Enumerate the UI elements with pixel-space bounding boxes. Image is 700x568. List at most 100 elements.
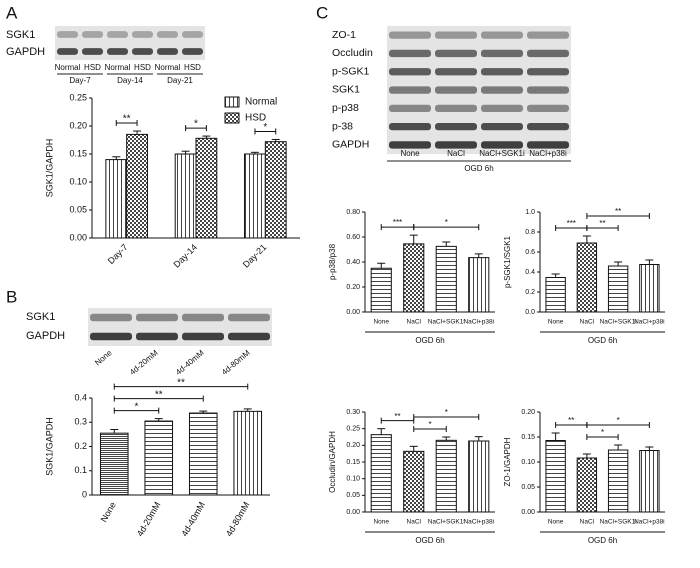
y-tick-label: 0.00: [69, 232, 87, 242]
bar: [607, 265, 629, 313]
legend-label: Normal: [245, 97, 277, 108]
bar: [545, 440, 566, 513]
y-tick-label: 0.15: [521, 434, 535, 441]
blot-band: [389, 49, 431, 58]
blot-band: [389, 86, 431, 94]
x-tick-label: NaCl+p38i: [463, 519, 494, 526]
y-tick-label: 0.20: [521, 409, 535, 416]
bar: [188, 412, 218, 496]
bar: [233, 410, 263, 496]
blot-band: [82, 48, 103, 55]
blot-row-label: SGK1: [332, 84, 360, 96]
x-tick-label: None: [548, 319, 564, 326]
blot-band: [136, 313, 178, 322]
y-tick-label: 0.60: [346, 234, 360, 241]
y-tick-label: 0.15: [346, 459, 360, 466]
blot-band: [389, 122, 431, 131]
blot-band: [527, 122, 569, 131]
blot-band: [435, 104, 477, 113]
blot-lane-label: NaCl: [447, 149, 465, 158]
x-tick-label: NaCl+p38i: [463, 319, 494, 326]
y-axis-label: p-SGK1/SGK1: [503, 235, 512, 288]
significance-label: *: [135, 401, 139, 412]
blot-band: [182, 313, 224, 322]
blot-group-label: Day-7: [69, 76, 91, 85]
blot-band: [527, 68, 569, 76]
blot-band: [132, 48, 153, 55]
blot-band: [527, 104, 569, 113]
blot-lane-label: NaCl+p38i: [529, 149, 567, 158]
blot-row-label: p-p38: [332, 102, 359, 114]
blot-band: [435, 49, 477, 58]
x-tick-label: NaCl+SGK1i: [428, 519, 465, 526]
blot-band: [481, 31, 523, 39]
blot-band: [228, 313, 270, 322]
x-tick-label: NaCl: [580, 319, 595, 326]
significance-label: *: [445, 408, 448, 417]
significance-label: **: [615, 207, 621, 216]
bar: [105, 159, 128, 239]
blot-band: [182, 48, 203, 55]
y-tick-label: 0.20: [69, 120, 87, 130]
blot-band: [389, 104, 431, 113]
blot-band: [527, 49, 569, 58]
panel-label: C: [316, 3, 328, 22]
blot-row-label: SGK1: [6, 29, 35, 41]
y-axis-label: ZO-1/GAPDH: [503, 437, 512, 486]
bar: [607, 449, 629, 513]
significance-label: **: [177, 377, 185, 388]
bar: [126, 133, 148, 239]
blot-band: [228, 332, 270, 341]
blot-band: [107, 48, 128, 55]
y-tick-label: 0.00: [346, 509, 360, 516]
blot-band: [435, 86, 477, 94]
blot-lane-label: NaCl+SGK1i: [479, 149, 525, 158]
x-tick-label: NaCl+SGK1i: [600, 319, 637, 326]
x-axis-label: OGD 6h: [588, 536, 617, 545]
y-tick-label: 0.05: [521, 484, 535, 491]
significance-label: **: [123, 114, 131, 125]
y-tick-label: 0.05: [69, 204, 87, 214]
bar: [545, 277, 566, 313]
blot-band: [435, 141, 477, 149]
bar: [174, 153, 197, 239]
blot-row-label: p-SGK1: [332, 65, 370, 77]
x-tick-label: NaCl: [580, 519, 595, 526]
blot-band: [136, 332, 178, 341]
blot-lane-label: 4d-20mM: [128, 348, 160, 377]
significance-label: ***: [567, 219, 576, 228]
blot-band: [481, 49, 523, 58]
y-tick-label: 0: [82, 489, 87, 499]
significance-label: *: [194, 119, 198, 130]
bar: [370, 434, 392, 513]
x-axis-label: OGD 6h: [588, 336, 617, 345]
blot-lane-label: HSD: [84, 63, 101, 72]
blot-group-label: Day-21: [167, 76, 193, 85]
bar: [468, 440, 490, 513]
y-tick-label: 0.2: [525, 289, 535, 296]
x-tick-label: NaCl+p38i: [634, 519, 665, 526]
significance-label: **: [568, 416, 574, 425]
blot-lane-label: None: [400, 149, 420, 158]
blot-band: [527, 31, 569, 39]
x-tick-label: NaCl: [407, 319, 422, 326]
x-tick-label: NaCl+p38i: [634, 319, 665, 326]
blot-band: [435, 31, 477, 39]
blot-lane-label: Normal: [105, 63, 131, 72]
bar: [99, 432, 129, 496]
bar: [435, 245, 457, 313]
x-tick-label: 4d-40mM: [179, 500, 207, 538]
blot-band: [157, 31, 178, 38]
blot-band: [157, 48, 178, 55]
significance-label: *: [445, 218, 448, 227]
blot-band: [90, 313, 132, 322]
x-tick-label: None: [548, 519, 564, 526]
x-tick-label: Day-14: [172, 242, 200, 270]
significance-label: **: [394, 412, 400, 421]
x-tick-label: 4d-80mM: [224, 500, 252, 538]
bar: [403, 450, 425, 513]
y-tick-label: 0.8: [525, 229, 535, 236]
x-tick-label: None: [373, 319, 389, 326]
bar: [144, 420, 174, 496]
bar: [576, 242, 598, 313]
